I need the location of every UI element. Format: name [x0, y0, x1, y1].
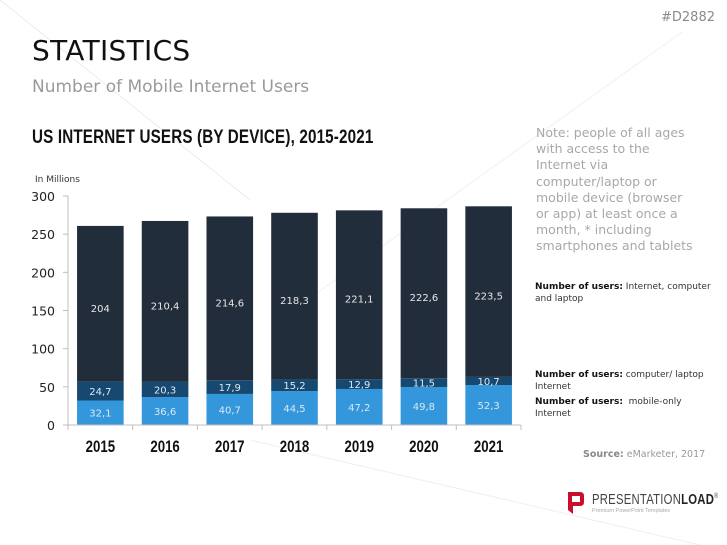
logo-trademark: ® — [714, 493, 719, 501]
data-label-2018-series-1: 15,2 — [283, 381, 305, 392]
bar-2015-series-0 — [77, 400, 124, 425]
bar-2018-series-2 — [271, 212, 318, 380]
y-tick-label: 50 — [39, 380, 55, 395]
data-label-2020-series-1: 11,5 — [413, 379, 435, 390]
data-label-2021-series-2: 223,5 — [474, 292, 503, 303]
logo-wordmark-bold: LOAD — [681, 492, 715, 508]
bar-2021-series-2 — [465, 206, 512, 377]
y-axis-label: In Millions — [35, 175, 80, 185]
y-tick-label: 250 — [31, 227, 55, 242]
legend-item-label: computer/ laptop Internet — [535, 370, 704, 392]
data-label-2018-series-2: 218,3 — [280, 296, 309, 307]
bar-2018-series-1 — [271, 379, 318, 392]
x-tick-label: 2020 — [409, 438, 438, 457]
x-tick-label: 2017 — [215, 438, 244, 457]
x-tick-label: 2021 — [474, 438, 504, 457]
logo-tagline: Premium PowerPoint Templates — [592, 508, 671, 514]
x-tick-label: 2018 — [280, 438, 309, 457]
document-id: #D2882 — [661, 10, 715, 25]
legend-item-label-bold: Number of users: — [535, 397, 623, 407]
presentationload-logo-icon — [568, 492, 584, 514]
bar-2021-series-1 — [465, 376, 512, 386]
x-tick-label: 2016 — [150, 438, 179, 457]
data-label-2017-series-0: 40,7 — [219, 405, 241, 416]
y-tick-label: 100 — [31, 342, 55, 357]
legend-item-label: Internet, computer and laptop — [535, 282, 711, 304]
bar-2020-series-1 — [400, 378, 448, 387]
data-label-2015-series-0: 32,1 — [89, 409, 111, 420]
bar-2021-series-0 — [465, 385, 512, 425]
source-citation: Source: eMarketer, 2017 — [583, 449, 705, 460]
data-label-2015-series-2: 204 — [91, 304, 110, 315]
y-tick-label: 300 — [31, 189, 55, 204]
bar-2017-series-0 — [206, 393, 254, 425]
bar-2019-series-0 — [335, 388, 383, 425]
data-label-2021-series-0: 52,3 — [478, 401, 500, 412]
bar-2016-series-2 — [141, 220, 189, 382]
y-tick-label: 150 — [31, 304, 55, 319]
data-label-2019-series-0: 47,2 — [348, 403, 370, 414]
source-text: eMarketer, 2017 — [623, 449, 706, 460]
bar-2016-series-1 — [141, 381, 189, 398]
bar-2019-series-1 — [335, 379, 383, 389]
logo-wordmark: PRESENTATIONLOAD® — [592, 492, 718, 508]
y-tick-label: 0 — [47, 418, 55, 433]
data-label-2019-series-1: 12,9 — [348, 380, 370, 391]
legend-item-label-bold: Number of users: — [535, 370, 623, 380]
source-label: Source: — [583, 449, 624, 460]
legend-item-label: mobile-only Internet — [535, 397, 685, 419]
legend-item-mobile-only: Number of users: mobile-only Internet — [535, 397, 715, 420]
legend-item-computer-laptop-internet: Number of users: computer/ laptop Intern… — [535, 370, 715, 393]
bar-2015-series-2 — [77, 225, 124, 382]
bar-2015-series-1 — [77, 381, 124, 401]
data-label-2019-series-2: 221,1 — [345, 295, 374, 306]
bar-2018-series-0 — [271, 391, 318, 425]
legend-item-internet-computer-laptop: Number of users: Internet, computer and … — [535, 282, 715, 305]
page-title: STATISTICS — [32, 34, 191, 67]
data-label-2016-series-1: 20,3 — [154, 385, 176, 396]
data-label-2016-series-0: 36,6 — [154, 407, 176, 418]
data-label-2020-series-2: 222,6 — [410, 293, 439, 304]
page-subtitle: Number of Mobile Internet Users — [32, 77, 310, 97]
legend-item-label-bold: Number of users: — [535, 282, 623, 292]
data-label-2018-series-0: 44,5 — [283, 404, 305, 415]
bar-2019-series-2 — [335, 210, 383, 380]
logo-wordmark-light: PRESENTATION — [592, 492, 682, 508]
data-label-2020-series-0: 49,8 — [413, 402, 435, 413]
y-tick-label: 200 — [31, 265, 55, 280]
data-label-2017-series-1: 17,9 — [219, 383, 241, 394]
data-label-2017-series-2: 214,6 — [215, 298, 244, 309]
chart-note: Note: people of all ages with access to … — [536, 125, 693, 254]
x-tick-label: 2019 — [344, 438, 373, 457]
bar-2017-series-2 — [206, 216, 254, 381]
bar-2020-series-0 — [400, 386, 448, 425]
data-label-2015-series-1: 24,7 — [89, 387, 111, 398]
data-label-2021-series-1: 10,7 — [478, 377, 500, 388]
chart-title: US INTERNET USERS (BY DEVICE), 2015-2021 — [32, 127, 374, 148]
bar-2016-series-0 — [141, 397, 189, 425]
bar-2020-series-2 — [400, 208, 448, 379]
data-label-2016-series-2: 210,4 — [151, 301, 180, 312]
x-tick-label: 2015 — [86, 438, 116, 457]
bar-2017-series-1 — [206, 380, 254, 394]
